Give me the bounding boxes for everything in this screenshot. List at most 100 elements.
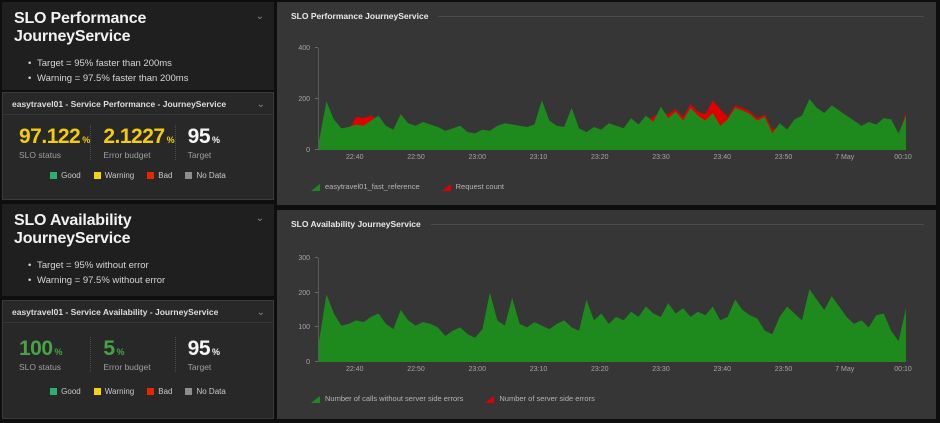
status-legend: Good Warning Bad No Data: [3, 374, 273, 402]
panel-performance-note: SLO Performance JourneyService ⌄ Target …: [2, 2, 274, 90]
panel-availability-note: SLO Availability JourneyService ⌄ Target…: [2, 204, 274, 296]
y-tick-label: 0: [306, 359, 310, 366]
y-tick-label: 0: [306, 147, 310, 154]
status-legend-item-warning: Warning: [93, 387, 135, 396]
chevron-down-icon[interactable]: ⌄: [256, 307, 265, 318]
title-rule: [430, 223, 924, 225]
target-unit: %: [212, 347, 221, 357]
availability-note-bullets: Target = 95% without error Warning = 97.…: [28, 258, 264, 289]
status-legend-item-no-data: No Data: [185, 387, 226, 396]
tile-service-availability[interactable]: easytravel01 - Service Availability - Jo…: [2, 300, 274, 419]
performance-note-bullets: Target = 95% faster than 200ms Warning =…: [28, 56, 264, 87]
chevron-down-icon[interactable]: ⌄: [255, 11, 264, 22]
metric-target: 95% Target: [174, 125, 259, 160]
y-axis: 0 200 400: [277, 45, 318, 154]
x-axis: 22:40 22:50 23:00 23:10 23:20 23:30 23:40 23:50…: [318, 366, 912, 378]
title-rule: [438, 15, 924, 17]
area-series-primary: [319, 99, 906, 150]
performance-chart-title: SLO Performance JourneyService: [291, 11, 429, 21]
chart-legend-label: Number of server side errors: [499, 394, 595, 403]
x-tick-label: 23:00: [468, 154, 486, 161]
availability-metrics: 100% SLO status 5% Error budget 95% Targ…: [3, 323, 273, 374]
x-tick-label: 7 May: [835, 366, 855, 373]
status-legend-label: No Data: [196, 171, 226, 180]
x-tick-label: 23:50: [774, 154, 793, 161]
error-budget-unit: %: [116, 347, 125, 357]
status-swatch-icon: [147, 172, 155, 179]
tile-service-performance[interactable]: easytravel01 - Service Performance - Jou…: [2, 92, 274, 200]
x-tick-label: 22:40: [345, 154, 364, 161]
tile-performance-header-label: easytravel01 - Service Performance - Jou…: [12, 99, 227, 109]
error-budget-value: 2.1227: [103, 125, 165, 148]
chart-legend: Number of calls without server side erro…: [311, 394, 595, 403]
x-tick-label: 7 May: [835, 154, 855, 161]
bullet-warning: Warning = 97.5% without error: [28, 273, 264, 289]
tile-performance-header[interactable]: easytravel01 - Service Performance - Jou…: [3, 93, 273, 115]
metric-error-budget: 5% Error budget: [90, 337, 174, 372]
slo-status-unit: %: [54, 347, 63, 357]
status-legend-item-bad: Bad: [147, 387, 172, 396]
error-budget-label: Error budget: [103, 362, 151, 372]
status-swatch-icon: [147, 388, 155, 395]
status-swatch-icon: [50, 172, 58, 179]
x-tick-label: 23:10: [529, 154, 548, 161]
x-tick-label: 23:30: [652, 366, 670, 373]
tile-availability-header-label: easytravel01 - Service Availability - Jo…: [12, 307, 219, 317]
chart-legend-item[interactable]: easytravel01_fast_reference: [311, 182, 420, 191]
x-tick-label: 23:40: [713, 154, 732, 161]
status-legend-item-bad: Bad: [147, 171, 172, 180]
plot-area[interactable]: [318, 258, 906, 362]
area-swatch-icon: [311, 396, 320, 403]
status-legend-item-no-data: No Data: [185, 171, 226, 180]
chart-legend-item[interactable]: Number of calls without server side erro…: [311, 394, 463, 403]
chart-legend-item[interactable]: Request count: [441, 182, 505, 191]
target-unit: %: [212, 135, 221, 145]
chart-legend-label: easytravel01_fast_reference: [325, 182, 420, 191]
x-tick-label: 23:00: [468, 366, 486, 373]
performance-chart-panel: SLO Performance JourneyService 0 200 400 22…: [277, 2, 936, 205]
chart-legend-item[interactable]: Number of server side errors: [485, 394, 595, 403]
status-legend-label: Warning: [104, 387, 135, 396]
status-swatch-icon: [93, 388, 101, 395]
slo-status-value: 97.122: [19, 125, 81, 148]
status-legend-item-good: Good: [50, 387, 81, 396]
y-tick-label: 400: [298, 45, 310, 52]
availability-note-title: SLO Availability JourneyService: [14, 212, 132, 248]
chart-legend-label: Request count: [455, 182, 505, 191]
slo-status-label: SLO status: [19, 150, 62, 160]
area-swatch-icon: [441, 184, 451, 191]
x-tick-label: 22:50: [407, 366, 425, 373]
status-legend-label: Warning: [104, 171, 135, 180]
status-legend: Good Warning Bad No Data: [3, 162, 273, 186]
area-swatch-icon: [485, 396, 495, 403]
availability-chart-panel: SLO Availability JourneyService 0 100 200 3…: [277, 210, 936, 419]
metric-target: 95% Target: [174, 337, 259, 372]
status-legend-label: No Data: [196, 387, 226, 396]
x-tick-label: 22:50: [407, 154, 425, 161]
error-budget-unit: %: [166, 135, 175, 145]
metric-error-budget: 2.1227% Error budget: [90, 125, 175, 160]
y-tick-label: 200: [298, 289, 310, 297]
chevron-down-icon[interactable]: ⌄: [255, 213, 264, 224]
slo-status-unit: %: [82, 135, 91, 145]
error-budget-value: 5: [103, 337, 115, 360]
area-series-primary: [319, 289, 906, 362]
status-legend-label: Bad: [158, 171, 173, 180]
bullet-target: Target = 95% faster than 200ms: [28, 56, 264, 72]
slo-status-value: 100: [19, 337, 53, 360]
chevron-down-icon[interactable]: ⌄: [256, 99, 265, 110]
tile-availability-header[interactable]: easytravel01 - Service Availability - Jo…: [3, 301, 273, 323]
performance-metrics: 97.122% SLO status 2.1227% Error budget …: [3, 115, 273, 162]
error-budget-label: Error budget: [103, 150, 151, 160]
x-tick-label: 23:30: [652, 154, 670, 161]
plot-area[interactable]: [318, 48, 906, 150]
status-legend-item-warning: Warning: [93, 171, 135, 180]
performance-note-title: SLO Performance JourneyService: [14, 10, 147, 46]
y-axis: 0 100 200 300: [277, 255, 318, 366]
area-swatch-icon: [311, 184, 320, 191]
status-legend-label: Good: [61, 171, 81, 180]
availability-chart-title: SLO Availability JourneyService: [291, 219, 421, 229]
status-legend-label: Bad: [158, 387, 173, 396]
status-swatch-icon: [185, 388, 193, 395]
